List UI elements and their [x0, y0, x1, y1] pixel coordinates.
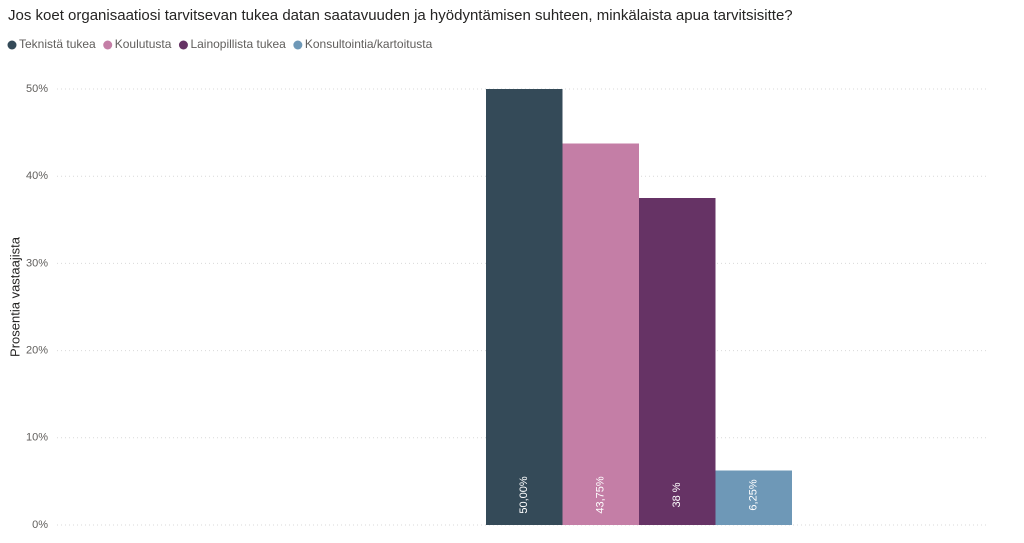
legend-marker: [293, 40, 303, 50]
data-label: 38 %: [671, 482, 683, 507]
y-tick-label: 10%: [26, 432, 48, 444]
chart-title: Jos koet organisaatiosi tarvitsevan tuke…: [8, 7, 793, 24]
bar: [639, 198, 716, 525]
data-label: 43,75%: [595, 476, 607, 514]
legend-label: Konsultointia/kartoitusta: [305, 37, 433, 51]
bar: [486, 89, 563, 525]
data-label: 6,25%: [748, 479, 760, 510]
legend-marker: [178, 40, 188, 50]
y-tick-label: 40%: [26, 170, 48, 182]
y-tick-label: 0%: [32, 519, 48, 531]
legend-label: Teknistä tukea: [19, 37, 96, 51]
legend-label: Koulutusta: [115, 37, 172, 51]
legend-label: Lainopillista tukea: [190, 37, 286, 51]
legend-marker: [103, 40, 113, 50]
y-tick-label: 50%: [26, 83, 48, 95]
y-tick-label: 20%: [26, 345, 48, 357]
y-axis-label: Prosentia vastaajista: [7, 236, 22, 357]
legend-marker: [7, 40, 17, 50]
data-label: 50,00%: [518, 476, 530, 514]
bar: [562, 143, 639, 525]
bar: [715, 470, 792, 525]
y-tick-label: 30%: [26, 257, 48, 269]
